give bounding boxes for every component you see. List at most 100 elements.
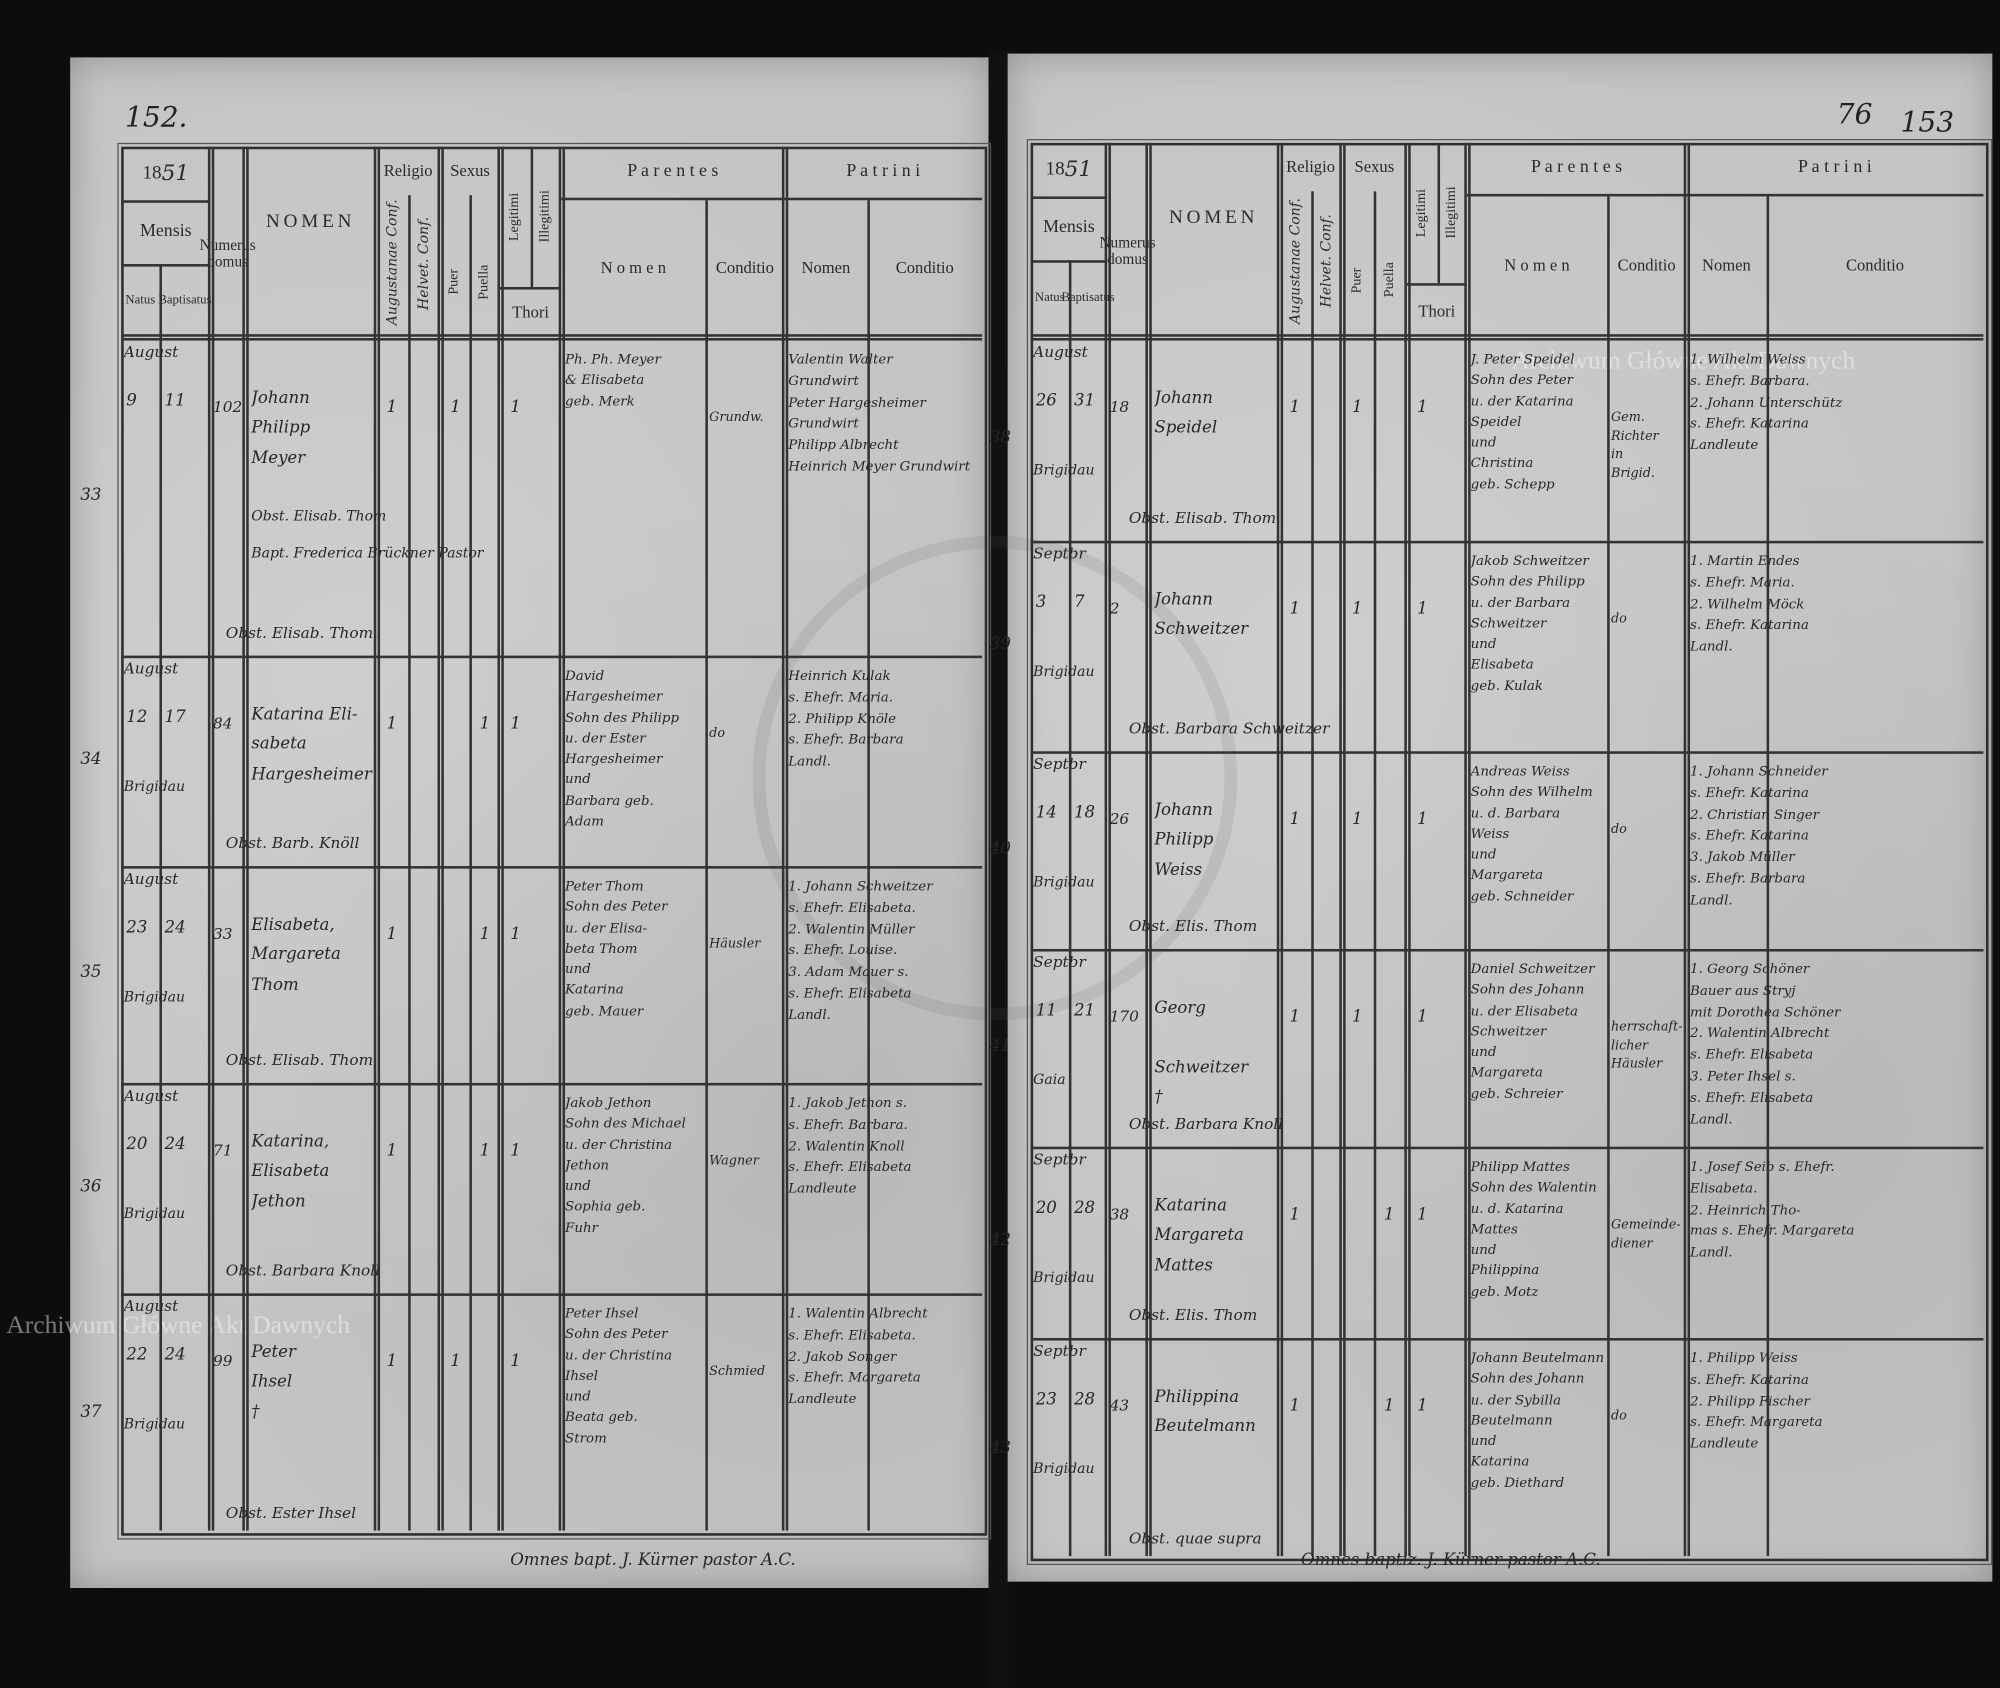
- obstetrix-note: Obst. Barbara Knoll: [1128, 1114, 1284, 1133]
- godparents: 1. Walentin Albrecht s. Ehefr. Elisabeta…: [788, 1306, 928, 1408]
- puer-mark: 1: [1352, 809, 1363, 830]
- year-prefix: 18: [1045, 159, 1065, 181]
- day-natus: 14: [1035, 803, 1057, 823]
- parents-names: Peter Thom Sohn des Peter u. der Elisa- …: [565, 878, 668, 1019]
- godparents: 1. Jakob Jethon s. s. Ehefr. Barbara. 2.…: [788, 1095, 912, 1197]
- child-name: Johann Philipp Meyer: [251, 389, 311, 468]
- month: August: [123, 1086, 179, 1105]
- puella-mark: 1: [479, 1141, 491, 1161]
- rule-line: [441, 146, 444, 1531]
- day-baptisatus: 11: [164, 391, 186, 411]
- child-name: Peter Ihsel †: [251, 1343, 296, 1422]
- parents-names: David Hargesheimer Sohn des Philipp u. d…: [565, 668, 680, 829]
- day-natus: 12: [126, 707, 148, 728]
- place: Brigidau: [123, 988, 186, 1006]
- religio-augustanae-header: Augustanae Conf.: [1286, 197, 1304, 324]
- legitimi-mark: 1: [510, 714, 521, 734]
- rule-line: [705, 200, 708, 1531]
- godparents: 1. Georg Schöner Bauer aus Stryj mit Dor…: [1690, 961, 1841, 1128]
- child-name: Philippina Beutelmann: [1154, 1387, 1256, 1437]
- row-divider: [1030, 540, 1984, 543]
- child-name: Johann Schweitzer: [1154, 590, 1249, 640]
- child-name: Elisabeta, Margareta Thom: [251, 915, 341, 995]
- child-name: Katarina Eli- sabeta Hargesheimer: [251, 705, 372, 785]
- day-natus: 20: [1035, 1198, 1057, 1219]
- month: Septbr: [1033, 755, 1086, 773]
- puer-mark: [450, 1140, 469, 1163]
- day-baptisatus: 7: [1073, 593, 1085, 613]
- day-natus: 3: [1035, 593, 1047, 613]
- right-page-register-table: [1026, 139, 1993, 1566]
- page-number-right: 153: [1900, 107, 1955, 140]
- day-baptisatus: 18: [1073, 803, 1096, 823]
- year-suffix: 51: [161, 160, 190, 187]
- numerus-domus: 33: [213, 924, 233, 943]
- day-baptisatus: 21: [1073, 1001, 1096, 1021]
- day-natus: 26: [1035, 391, 1057, 411]
- nomen-header: NOMEN: [265, 211, 356, 233]
- entry-number: 38: [989, 428, 1011, 448]
- religio-mark: 1: [1289, 397, 1301, 418]
- legitimi-mark: 1: [510, 1141, 521, 1161]
- thori-header: Thori: [1418, 300, 1456, 320]
- natus-header: Natus: [125, 293, 156, 308]
- rule-line: [1108, 142, 1111, 1557]
- header-divider: [121, 334, 983, 337]
- header-divider: [121, 338, 983, 340]
- rule-line: [207, 146, 210, 1531]
- place: Brigidau: [1033, 873, 1095, 891]
- parents-names: J. Peter Speidel Sohn des Peter u. der K…: [1470, 352, 1575, 492]
- entry-number: 36: [80, 1176, 102, 1196]
- obstetrix-note: Obst. Barbara Schweitzer: [1128, 719, 1330, 738]
- day-baptisatus: 28: [1073, 1390, 1096, 1410]
- pastor-signature: Omnes bapt. J. Kürner pastor A.C.: [510, 1551, 796, 1571]
- rule-line: [1030, 196, 1108, 199]
- religio-mark: 1: [386, 924, 398, 944]
- day-baptisatus: 31: [1073, 391, 1096, 411]
- year-header: 18 51: [121, 152, 210, 198]
- entry-number: 33: [80, 485, 102, 506]
- rule-line: [1149, 142, 1152, 1557]
- day-natus: 22: [126, 1345, 148, 1365]
- rule-line: [499, 286, 562, 289]
- rule-line: [377, 146, 380, 1531]
- obstetrix-note: Obst. Elisab. Thom: [1128, 508, 1277, 527]
- sexus-header: Sexus: [1354, 157, 1395, 177]
- godparents: 1. Martin Endes s. Ehefr. Maria. 2. Wilh…: [1690, 553, 1809, 655]
- obstetrix-note: Obst. Barb. Knöll: [225, 834, 360, 853]
- month: Septbr: [1033, 544, 1086, 563]
- rule-line: [1437, 142, 1440, 284]
- parents-names: Jakob Jethon Sohn des Michael u. der Chr…: [565, 1095, 686, 1236]
- nomen-header: NOMEN: [1169, 208, 1259, 229]
- year-prefix: 18: [142, 163, 162, 184]
- parents-conditio: do: [1610, 1409, 1627, 1424]
- parents-conditio: herrschaft- licher Häusler: [1610, 1020, 1683, 1072]
- watermark-right: Archiwum Główne Akt Dawnych: [1511, 346, 1856, 375]
- entry-number: 37: [80, 1403, 102, 1423]
- parents-conditio: do: [709, 727, 726, 742]
- rule-line: [558, 146, 561, 1531]
- puella-mark: [480, 1351, 499, 1374]
- place: Brigidau: [1033, 461, 1095, 479]
- rule-line: [1104, 142, 1107, 1557]
- rule-line: [1373, 191, 1376, 1557]
- numerus-domus: 99: [213, 1352, 233, 1370]
- day-baptisatus: 24: [164, 918, 186, 938]
- puer-mark: [450, 923, 469, 946]
- obstetrix-note: Obst. quae supra: [1128, 1529, 1262, 1548]
- entry-number: 41: [989, 1036, 1011, 1056]
- parents-names: Johann Beutelmann Sohn des Johann u. der…: [1470, 1350, 1605, 1491]
- parents-conditio: Schmied: [709, 1364, 766, 1379]
- religio-helvet-header: Helvet. Conf.: [1317, 214, 1335, 308]
- place: Brigidau: [123, 1205, 186, 1222]
- rule-line: [1276, 142, 1279, 1557]
- rule-line: [121, 264, 211, 266]
- godparents: 1. Josef Seib s. Ehefr. Elisabeta. 2. He…: [1690, 1159, 1855, 1261]
- puella-mark: [1384, 598, 1403, 621]
- religio-mark: 1: [386, 1352, 398, 1372]
- rule-line: [469, 195, 472, 1531]
- puella-mark: 1: [479, 714, 491, 734]
- rule-line: [1766, 196, 1769, 1557]
- month: August: [123, 1297, 179, 1316]
- entry-number: 40: [989, 838, 1011, 858]
